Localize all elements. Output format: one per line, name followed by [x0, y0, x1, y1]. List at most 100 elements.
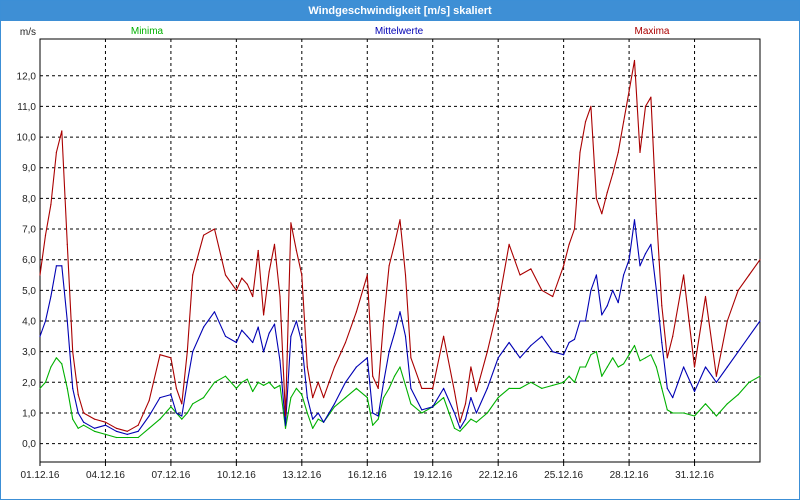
data-point-minima: [377, 418, 379, 420]
data-point-minima: [617, 366, 619, 368]
data-point-maxima: [317, 381, 319, 383]
data-point-mittelwerte: [655, 289, 658, 291]
data-point-mittelwerte: [83, 421, 85, 423]
data-point-maxima: [644, 105, 647, 107]
data-point-mittelwerte: [72, 387, 74, 389]
data-point-mittelwerte: [377, 415, 379, 417]
data-point-maxima: [257, 249, 259, 252]
data-point-minima: [666, 409, 668, 411]
data-point-minima: [137, 436, 139, 439]
data-point-maxima: [366, 274, 368, 276]
data-point-minima: [399, 366, 401, 368]
data-point-mittelwerte: [115, 430, 117, 432]
data-point-maxima: [508, 243, 510, 245]
data-point-minima: [241, 381, 243, 383]
data-point-minima: [541, 387, 543, 389]
data-point-mittelwerte: [726, 366, 728, 368]
data-point-minima: [66, 387, 68, 389]
data-point-mittelwerte: [650, 243, 652, 245]
data-point-mittelwerte: [464, 418, 467, 420]
data-point-mittelwerte: [355, 366, 357, 368]
data-point-minima: [366, 397, 368, 399]
y-tick-label: 5,0: [22, 286, 36, 297]
data-point-minima: [273, 387, 276, 389]
data-point-mittelwerte: [590, 289, 592, 291]
data-point-minima: [737, 394, 739, 396]
data-point-mittelwerte: [372, 412, 374, 414]
data-point-minima: [126, 436, 128, 439]
data-point-maxima: [333, 366, 336, 368]
y-tick-label: 10,0: [17, 133, 37, 144]
data-point-maxima: [519, 274, 521, 276]
data-point-maxima: [104, 421, 107, 423]
data-point-minima: [508, 387, 510, 389]
data-point-maxima: [383, 320, 385, 322]
x-tick-label: 16.12.16: [348, 470, 387, 481]
data-point-maxima: [443, 335, 445, 337]
y-tick-label: 12,0: [17, 71, 37, 82]
data-point-mittelwerte: [50, 295, 52, 298]
data-point-mittelwerte: [573, 338, 576, 340]
data-point-mittelwerte: [552, 351, 554, 353]
data-point-minima: [55, 357, 58, 359]
data-point-minima: [568, 375, 570, 377]
data-point-maxima: [224, 274, 227, 276]
data-point-maxima: [213, 228, 216, 230]
data-point-minima: [693, 415, 696, 417]
data-point-maxima: [693, 366, 696, 368]
data-point-mittelwerte: [235, 341, 237, 344]
data-point-mittelwerte: [759, 320, 761, 322]
data-point-maxima: [241, 277, 243, 279]
data-point-maxima: [655, 213, 658, 215]
data-point-mittelwerte: [617, 302, 619, 304]
data-point-minima: [552, 384, 554, 386]
data-point-mittelwerte: [432, 406, 434, 408]
data-point-minima: [726, 403, 728, 405]
data-point-minima: [72, 418, 74, 420]
legend-minima: Minima: [131, 26, 164, 37]
data-point-minima: [421, 412, 423, 414]
data-point-maxima: [421, 387, 423, 389]
data-point-mittelwerte: [666, 387, 668, 389]
x-tick-label: 01.12.16: [21, 470, 60, 481]
data-point-maxima: [377, 387, 379, 389]
x-tick-label: 28.12.16: [610, 470, 649, 481]
data-point-maxima: [301, 274, 303, 276]
data-point-maxima: [486, 351, 488, 353]
window-title: Windgeschwindigkeit [m/s] skaliert: [1, 1, 799, 21]
data-point-minima: [83, 424, 85, 426]
data-point-minima: [393, 375, 396, 377]
data-point-maxima: [459, 421, 461, 423]
data-point-mittelwerte: [661, 341, 663, 344]
data-point-minima: [715, 415, 718, 417]
data-point-mittelwerte: [508, 341, 510, 344]
data-point-maxima: [568, 243, 570, 245]
data-point-maxima: [61, 130, 63, 132]
data-point-maxima: [399, 219, 401, 221]
data-point-maxima: [715, 375, 718, 377]
data-point-minima: [601, 375, 603, 377]
y-tick-label: 6,0: [22, 255, 36, 266]
data-point-minima: [301, 394, 303, 396]
data-point-maxima: [279, 295, 281, 298]
data-point-minima: [590, 354, 592, 356]
data-point-minima: [464, 424, 467, 426]
data-point-maxima: [579, 151, 581, 153]
data-point-mittelwerte: [186, 381, 188, 383]
data-point-mittelwerte: [224, 335, 227, 337]
data-point-maxima: [748, 274, 750, 276]
data-point-maxima: [284, 415, 287, 417]
data-point-minima: [312, 427, 314, 429]
data-point-mittelwerte: [44, 320, 47, 322]
data-point-maxima: [650, 96, 652, 98]
data-point-minima: [579, 366, 581, 368]
data-point-maxima: [273, 243, 276, 245]
data-point-maxima: [617, 151, 619, 153]
data-point-minima: [683, 412, 685, 414]
data-point-maxima: [552, 295, 554, 298]
data-point-mittelwerte: [672, 397, 674, 399]
data-point-mittelwerte: [39, 335, 41, 337]
data-point-mittelwerte: [595, 274, 598, 276]
data-point-minima: [443, 397, 445, 399]
data-point-mittelwerte: [213, 311, 216, 313]
